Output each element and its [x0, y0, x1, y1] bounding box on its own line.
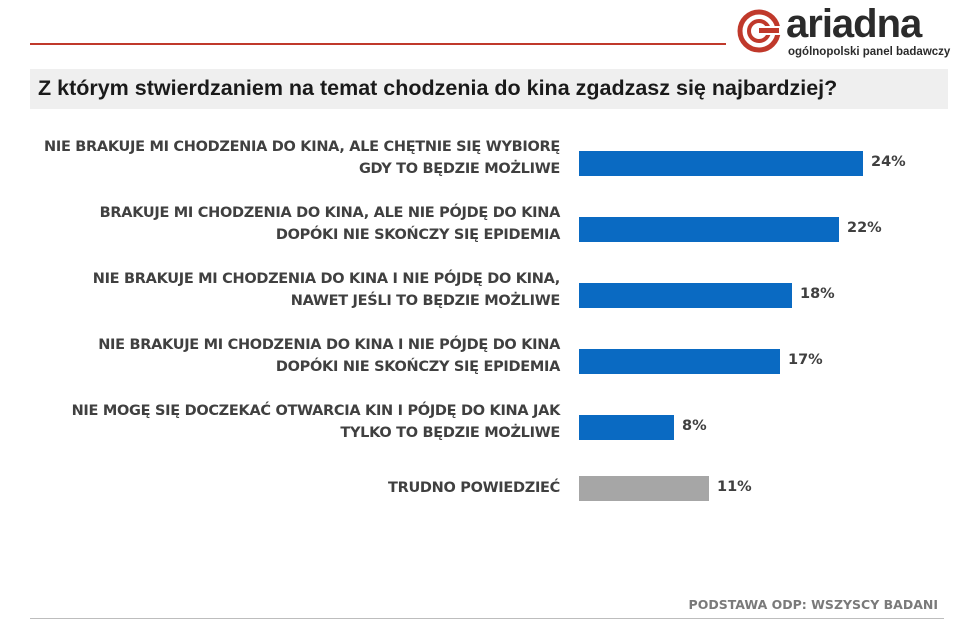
chart-row: NIE BRAKUJE MI CHODZENIA DO KINA I NIE P…: [0, 332, 960, 392]
data-label: 18%: [800, 286, 835, 302]
bar: [579, 349, 780, 374]
bar: [579, 217, 839, 242]
chart-row: TRUDNO POWIEDZIEĆ 11%: [0, 464, 960, 524]
category-label-line: TRUDNO POWIEDZIEĆ: [387, 480, 560, 496]
category-label: NIE BRAKUJE MI CHODZENIA DO KINA I NIE P…: [40, 268, 561, 312]
category-label-line: NAWET JEŚLI TO BĘDZIE MOŻLIWE: [290, 293, 561, 309]
category-label-line: NIE BRAKUJE MI CHODZENIA DO KINA I NIE P…: [98, 337, 560, 353]
bottom-rule: [30, 618, 944, 619]
brand-tagline: ogólnopolski panel badawczy: [788, 46, 951, 58]
data-label: 22%: [847, 220, 882, 236]
chart-row: BRAKUJE MI CHODZENIA DO KINA, ALE NIE PÓ…: [0, 200, 960, 260]
question-title: Z którym stwierdzaniem na temat chodzeni…: [38, 76, 838, 100]
bar: [579, 476, 709, 501]
category-label-line: NIE BRAKUJE MI CHODZENIA DO KINA I NIE P…: [92, 271, 561, 287]
category-label-line: BRAKUJE MI CHODZENIA DO KINA, ALE NIE PÓ…: [99, 205, 561, 221]
bar: [579, 283, 792, 308]
base-footnote: PODSTAWA ODP: WSZYSCY BADANI: [688, 597, 938, 612]
bar: [579, 415, 674, 440]
data-label: 17%: [788, 352, 823, 368]
category-label: NIE BRAKUJE MI CHODZENIA DO KINA, ALE CH…: [40, 136, 560, 180]
category-label: NIE BRAKUJE MI CHODZENIA DO KINA I NIE P…: [40, 334, 560, 378]
category-label-line: NIE BRAKUJE MI CHODZENIA DO KINA, ALE CH…: [44, 139, 560, 155]
chart-row: NIE MOGĘ SIĘ DOCZEKAĆ OTWARCIA KIN I PÓJ…: [0, 398, 960, 458]
category-label-line: TYLKO TO BĘDZIE MOŻLIWE: [340, 425, 560, 441]
ariadna-logo: ariadna ogólnopolski panel badawczy: [736, 2, 951, 60]
chart-row: NIE BRAKUJE MI CHODZENIA DO KINA I NIE P…: [0, 266, 960, 326]
question-banner: Z którym stwierdzaniem na temat chodzeni…: [30, 69, 948, 109]
bar: [579, 151, 863, 176]
top-rule: [30, 43, 726, 45]
category-label: NIE MOGĘ SIĘ DOCZEKAĆ OTWARCIA KIN I PÓJ…: [40, 400, 561, 444]
category-label: BRAKUJE MI CHODZENIA DO KINA, ALE NIE PÓ…: [40, 202, 561, 246]
data-label: 8%: [682, 418, 707, 434]
data-label: 24%: [871, 154, 906, 170]
chart-row: NIE BRAKUJE MI CHODZENIA DO KINA, ALE CH…: [0, 134, 960, 194]
ariadna-logo-icon: [737, 9, 782, 53]
category-label-line: DOPÓKI NIE SKOŃCZY SIĘ EPIDEMIA: [275, 359, 560, 375]
data-label: 11%: [717, 479, 752, 495]
category-label: TRUDNO POWIEDZIEĆ: [40, 477, 560, 499]
brand-name: ariadna: [786, 2, 922, 46]
category-label-line: NIE MOGĘ SIĘ DOCZEKAĆ OTWARCIA KIN I PÓJ…: [71, 403, 561, 419]
category-label-line: DOPÓKI NIE SKOŃCZY SIĘ EPIDEMIA: [275, 227, 560, 243]
category-label-line: GDY TO BĘDZIE MOŻLIWE: [358, 161, 560, 177]
